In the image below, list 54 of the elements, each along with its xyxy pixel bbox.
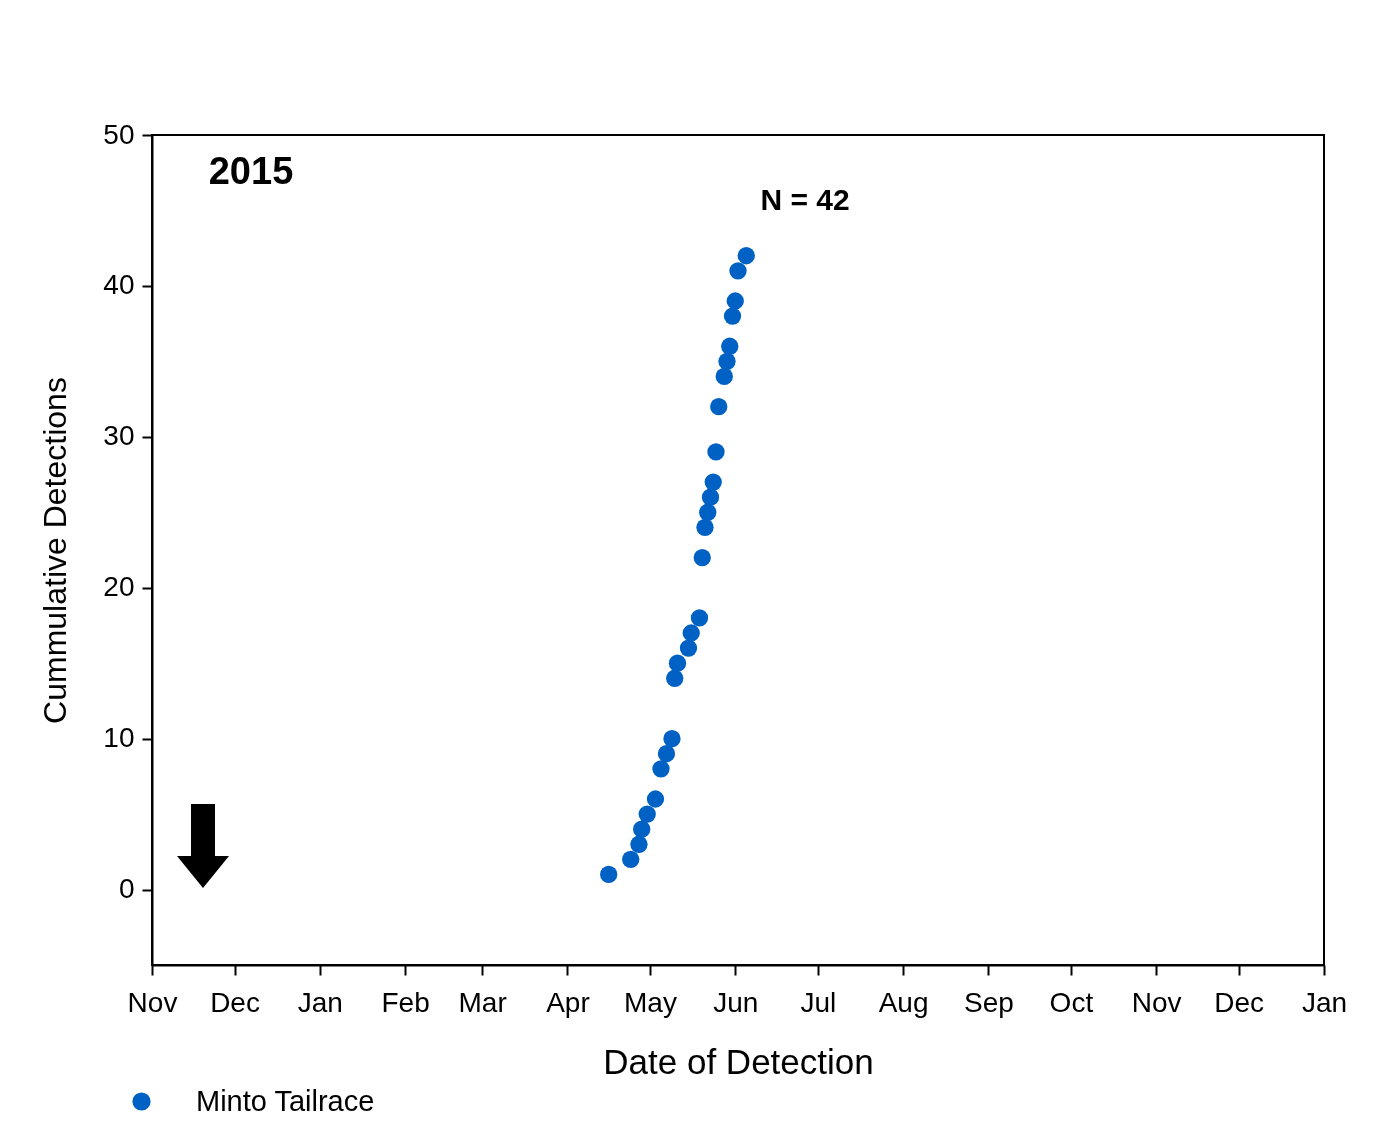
x-tick-label: Nov <box>127 986 178 1018</box>
point <box>682 624 700 642</box>
point <box>657 745 676 763</box>
x-tick-label: Dec <box>1214 986 1265 1018</box>
x-axis-title: Date of Detection <box>603 1041 874 1081</box>
x-tick-label: Nov <box>1131 986 1182 1018</box>
point <box>729 262 747 280</box>
y-tick-label: 10 <box>103 722 135 754</box>
point <box>710 397 728 416</box>
point <box>638 805 656 823</box>
point <box>726 292 744 310</box>
point <box>701 488 720 506</box>
x-tick-label: May <box>624 986 677 1018</box>
x-tick-label: Aug <box>878 986 929 1018</box>
y-tick-label: 30 <box>103 420 135 452</box>
point <box>696 518 714 537</box>
x-tick-label: Apr <box>546 986 590 1018</box>
y-axis-title: Cummulative Detections <box>37 377 74 724</box>
y-tick-label: 50 <box>103 118 135 150</box>
point <box>646 790 665 808</box>
annotation: N = 42 <box>760 183 850 216</box>
x-tick-label: Jan <box>1301 986 1348 1018</box>
x-tick-label: Oct <box>1049 986 1094 1018</box>
point <box>723 307 742 325</box>
point <box>600 865 618 884</box>
point <box>699 503 717 521</box>
point <box>630 835 648 853</box>
point <box>679 639 698 657</box>
point <box>704 473 722 491</box>
point <box>707 443 725 461</box>
annotation: 2015 <box>208 150 294 192</box>
point <box>663 729 681 748</box>
point <box>652 760 670 778</box>
point <box>737 247 755 265</box>
x-tick-label: Jul <box>800 986 837 1018</box>
point <box>721 337 739 355</box>
y-tick-label: 20 <box>103 571 135 603</box>
x-tick-label: Dec <box>210 986 260 1018</box>
point <box>718 352 736 371</box>
x-tick-label: Jun <box>713 986 759 1018</box>
y-tick-label: 0 <box>118 873 135 905</box>
y-tick-label: 40 <box>103 269 135 301</box>
legend-label: Minto Tailrace <box>196 1084 375 1117</box>
point <box>693 548 711 567</box>
x-tick-label: Mar <box>458 986 507 1018</box>
point <box>668 654 687 672</box>
x-tick-label: Jan <box>297 986 343 1018</box>
point <box>666 669 684 687</box>
point <box>690 609 709 627</box>
x-tick-label: Sep <box>963 986 1014 1018</box>
x-tick-label: Feb <box>381 986 430 1018</box>
point <box>633 820 651 838</box>
point <box>622 850 640 869</box>
point <box>715 367 733 386</box>
